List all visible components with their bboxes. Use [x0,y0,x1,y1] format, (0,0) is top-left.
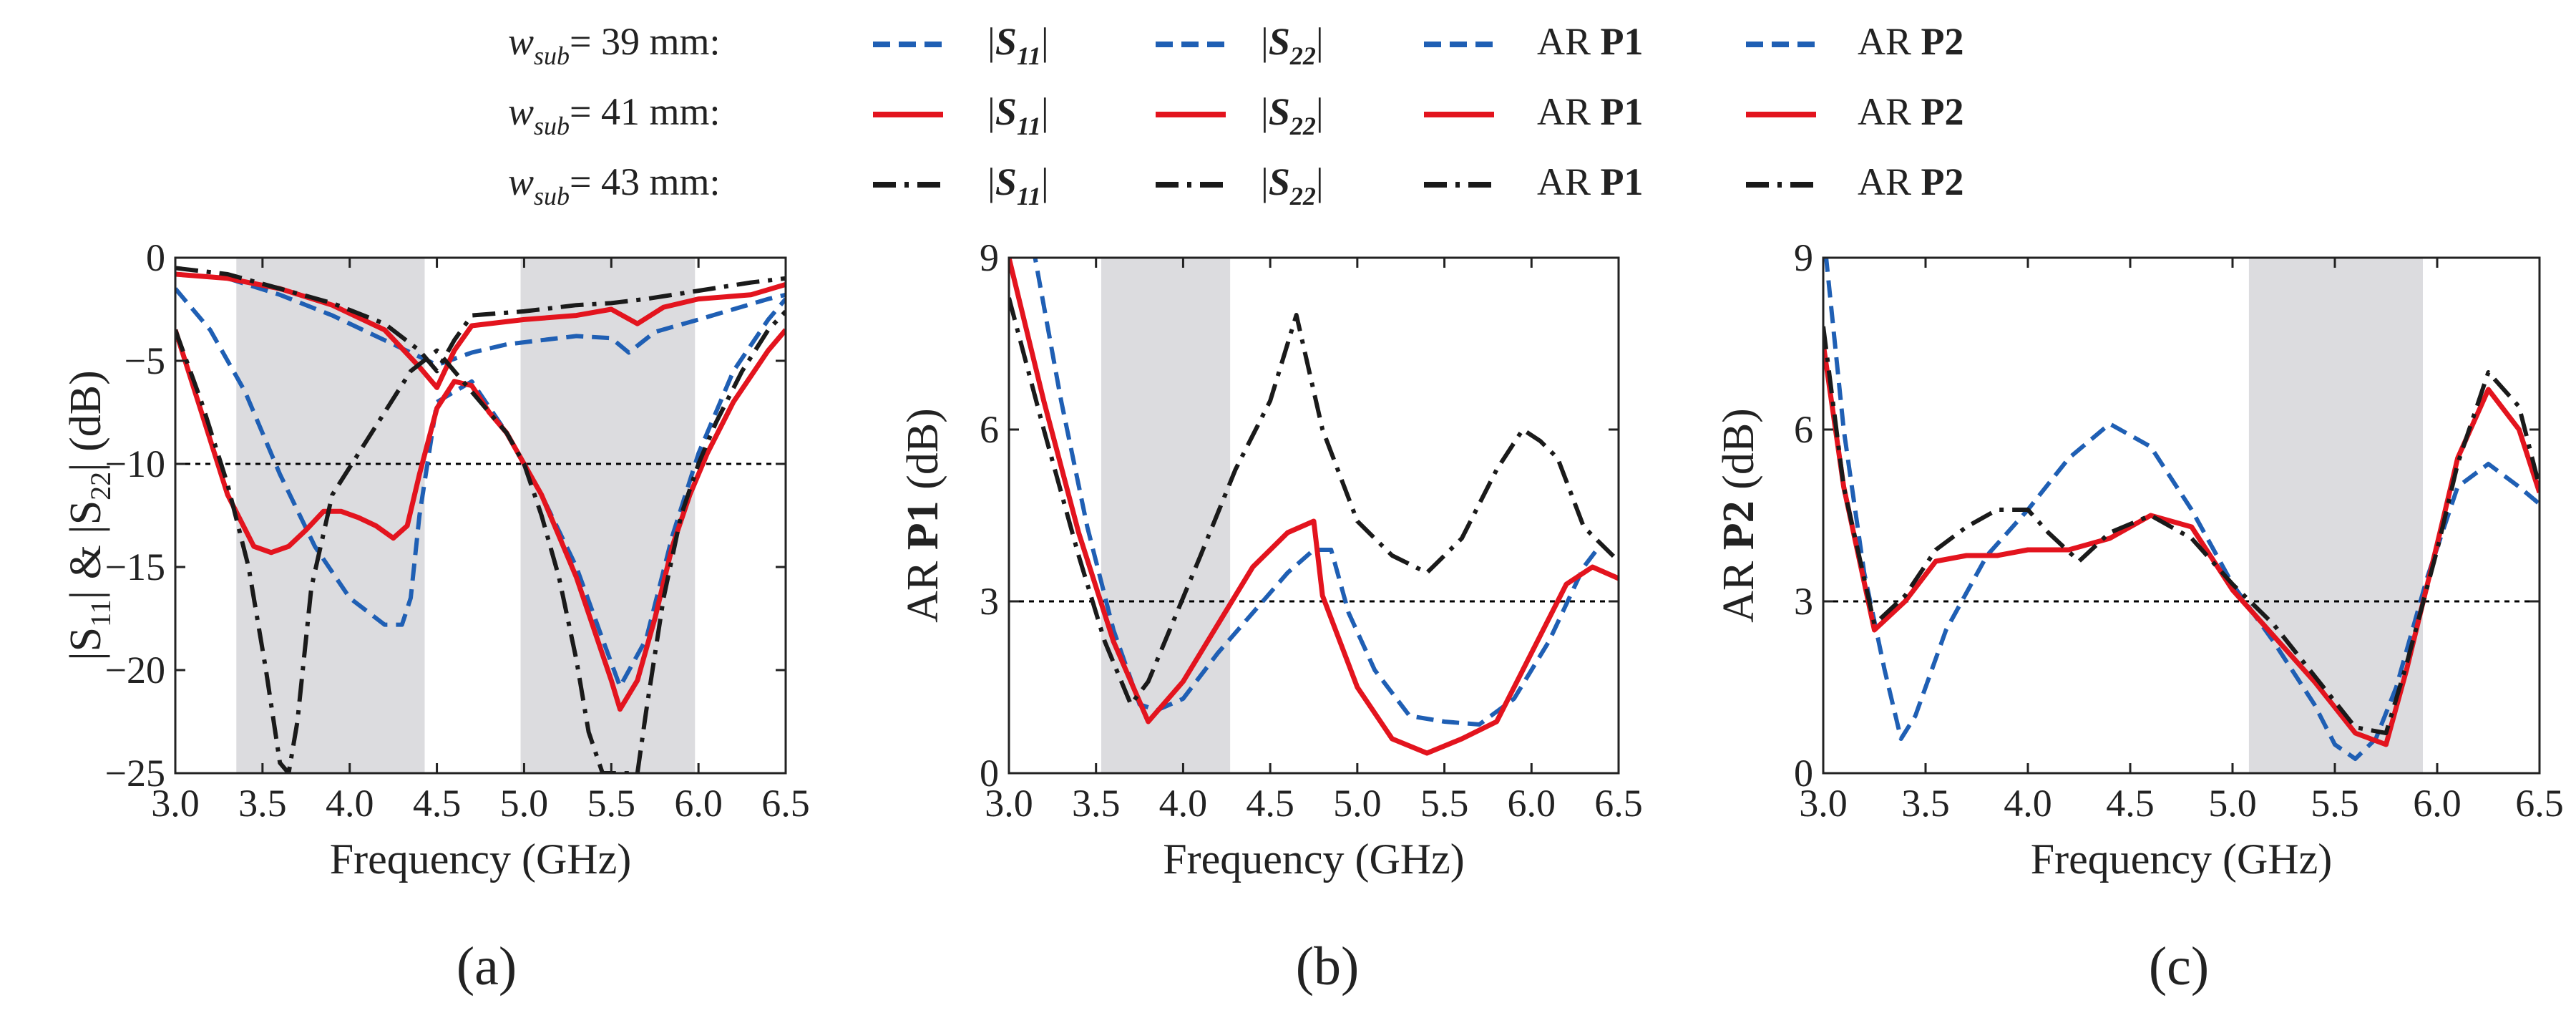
panel-a: 3.0 3.5 4.0 4.5 5.0 5.5 6.0 6.5 0 −5 −10 −15 −20 −25 F… [62,236,810,997]
x-tick-label: 4.5 [413,782,462,825]
y-tick-label: 0 [980,752,999,795]
x-axis-title: Frequency (GHz) [1163,835,1465,883]
series-line [175,309,786,773]
y-tick-label: −20 [105,649,165,692]
legend-entry-label: |S22| [1261,160,1324,210]
shaded-band [520,258,696,773]
y-axis-title: AR P1 (dB) [899,408,947,623]
y-tick-label: −10 [105,442,165,485]
x-tick-label: 5.5 [1420,782,1469,825]
legend-entry-label: AR P1 [1537,160,1644,203]
series-line [1823,343,2540,747]
x-tick-label: 5.5 [2311,782,2359,825]
x-tick-label: 4.5 [1246,782,1294,825]
x-tick-label: 6.0 [2413,782,2462,825]
x-tick-label: 3.0 [151,782,200,825]
x-tick-label: 5.5 [587,782,636,825]
x-tick-label: 4.0 [1159,782,1208,825]
x-axis-title: Frequency (GHz) [2031,835,2333,883]
legend-entry-label: |S11| [987,160,1049,210]
legend-entry-label: |S11| [987,90,1049,140]
series-line [175,287,786,689]
legend-entry-label: AR P2 [1858,160,1964,203]
series-line [1009,258,1619,756]
x-tick-label: 3.5 [238,782,287,825]
y-axis-title: AR P2 (dB) [1714,408,1763,623]
series-line [175,272,786,367]
panel-b: 3.0 3.5 4.0 4.5 5.0 5.5 6.0 6.5 0 3 6 9 Frequency (G… [899,236,1643,997]
plot-frame [174,256,787,775]
x-tick-label: 3.0 [985,782,1033,825]
series-line [175,266,786,374]
shaded-band [2248,258,2423,773]
legend-entry-label: AR P2 [1858,20,1964,63]
legend-row-label: wsub= 43 mm: [508,160,721,210]
y-tick-label: 9 [1794,236,1813,279]
legend-entry-label: AR P1 [1537,90,1644,133]
plot-frame [1008,256,1620,775]
legend-row-label: wsub= 41 mm: [508,90,721,140]
legend: wsub= 39 mm: |S11| |S22| AR P1 AR P2 wsub= 41… [508,20,1964,210]
y-tick-label: 0 [146,236,165,279]
y-tick-label: −25 [105,752,165,795]
series-line [1009,297,1619,707]
legend-entry-label: |S11| [987,20,1049,70]
x-tick-label: 4.5 [2106,782,2155,825]
x-tick-label: 3.5 [1901,782,1950,825]
y-tick-label: 3 [980,580,999,623]
y-tick-label: 9 [980,236,999,279]
x-tick-label: 5.0 [1333,782,1382,825]
x-tick-label: 5.0 [2208,782,2257,825]
legend-entry-label: AR P2 [1858,90,1964,133]
panel-c: 3.0 3.5 4.0 4.5 5.0 5.5 6.0 6.5 0 3 6 9 Frequency (G… [1714,236,2564,997]
legend-row-label: wsub= 39 mm: [508,20,721,70]
legend-entry-label: |S22| [1261,90,1324,140]
legend-entry-label: AR P1 [1537,20,1644,63]
x-tick-label: 4.0 [2004,782,2052,825]
x-axis-title: Frequency (GHz) [330,835,632,883]
panel-label: (a) [457,936,517,997]
legend-entry-label: |S22| [1261,20,1324,70]
y-tick-label: 6 [980,408,999,451]
y-axis-title: |S11| & |S22| (dB) [62,370,117,661]
y-tick-label: 3 [1794,580,1813,623]
x-tick-label: 6.5 [1594,782,1643,825]
x-tick-label: 3.0 [1799,782,1848,825]
x-tick-label: 6.5 [2515,782,2564,825]
plot-frame [1822,256,2541,775]
x-tick-label: 5.0 [500,782,549,825]
x-tick-label: 6.0 [674,782,723,825]
x-tick-label: 3.5 [1072,782,1121,825]
y-tick-label: −15 [105,546,165,588]
shaded-band [1101,258,1231,773]
x-tick-label: 6.0 [1508,782,1556,825]
series-line [1823,326,2540,735]
x-tick-label: 6.5 [761,782,810,825]
y-tick-label: −5 [125,339,165,382]
y-tick-label: 6 [1794,408,1813,451]
panel-label: (b) [1296,936,1360,997]
series-line [1033,258,1604,727]
panel-label: (c) [2149,936,2209,997]
y-tick-label: 0 [1794,752,1813,795]
series-line [1824,258,2540,761]
x-tick-label: 4.0 [326,782,374,825]
